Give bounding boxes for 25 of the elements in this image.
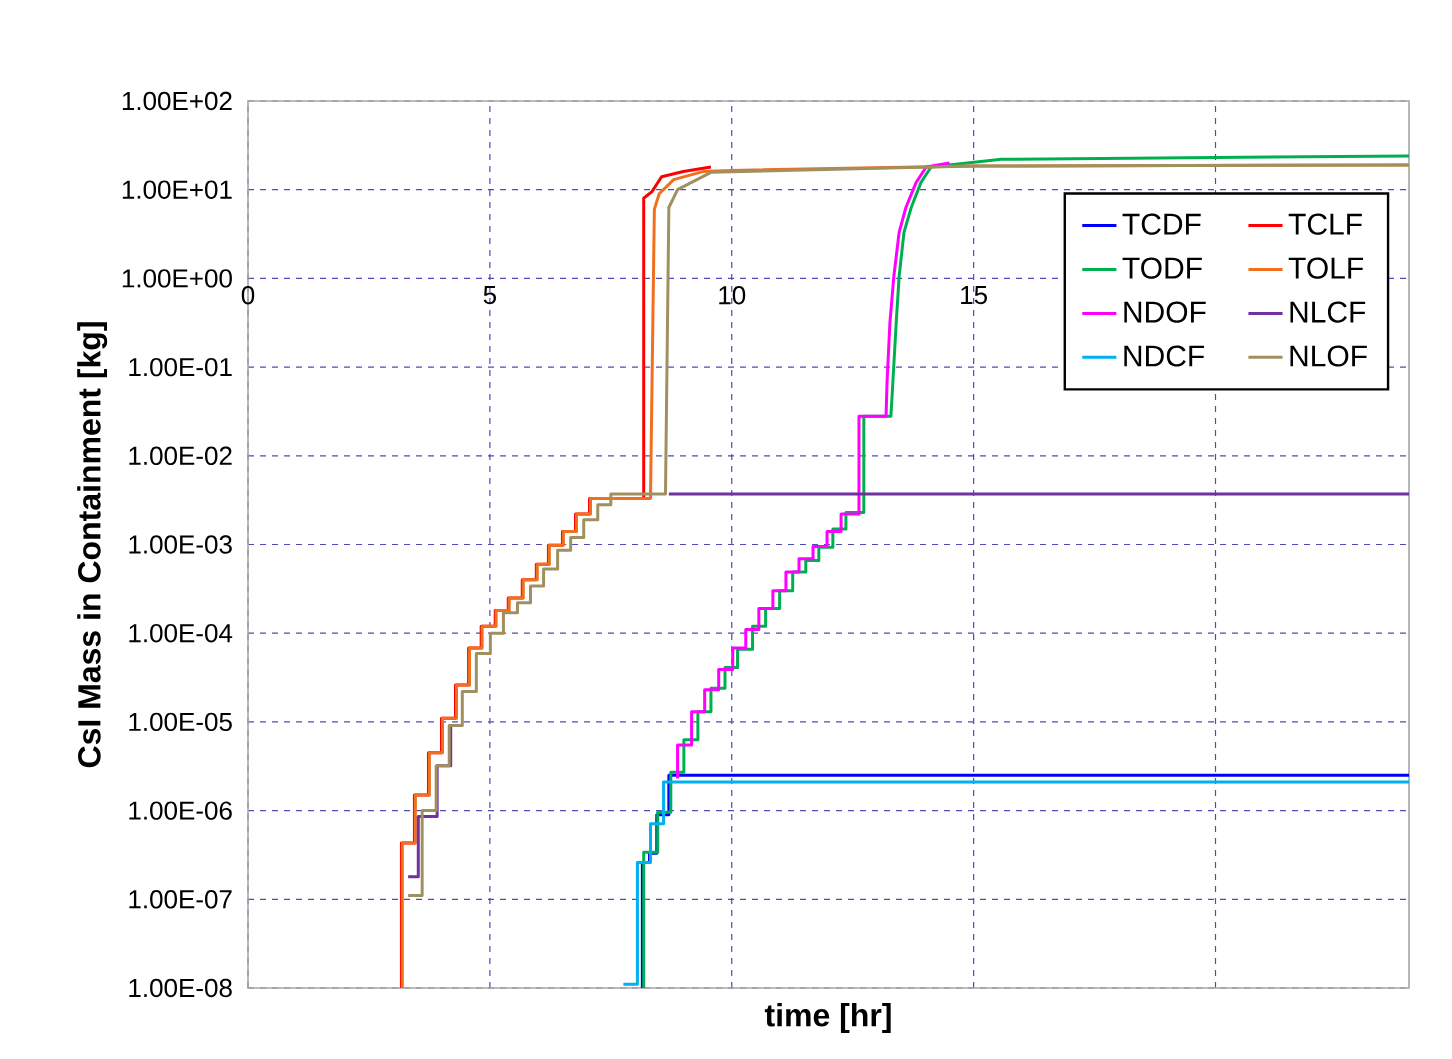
legend-label: TODF <box>1122 257 1202 279</box>
x-tick-label: 10 <box>719 286 746 305</box>
y-tick-label: 1.00E+00 <box>122 269 232 288</box>
legend-label: TOLF <box>1288 257 1363 279</box>
y-tick-label: 1.00E-04 <box>129 623 233 643</box>
x-tick-label: 0 <box>241 286 255 305</box>
x-tick-label: 5 <box>483 286 497 305</box>
y-tick-label: 1.00E-08 <box>129 978 232 998</box>
legend-label: TCLF <box>1288 213 1362 235</box>
legend-label: NDOF <box>1124 301 1206 323</box>
y-tick-label: 1.00E-03 <box>129 535 232 554</box>
x-axis-title: time [hr] <box>764 1003 891 1033</box>
y-tick-label: 1.00E+01 <box>122 180 232 199</box>
legend-label: NDCF <box>1124 345 1205 367</box>
y-axis-title: CsI Mass in Containment [kg] <box>77 322 108 768</box>
x-tick-label: 15 <box>961 286 987 305</box>
y-tick-label: 1.00E-05 <box>129 712 232 732</box>
legend-label: NLCF <box>1290 301 1366 323</box>
y-tick-label: 1.00E-02 <box>129 446 232 465</box>
legend-label: NLOF <box>1290 345 1367 367</box>
y-tick-label: 1.00E-07 <box>129 890 232 909</box>
y-tick-label: 1.00E-06 <box>129 801 232 820</box>
y-tick-label: 1.00E-01 <box>129 357 232 377</box>
legend-label: TCDF <box>1122 213 1201 235</box>
y-tick-label: 1.00E+02 <box>122 91 232 111</box>
